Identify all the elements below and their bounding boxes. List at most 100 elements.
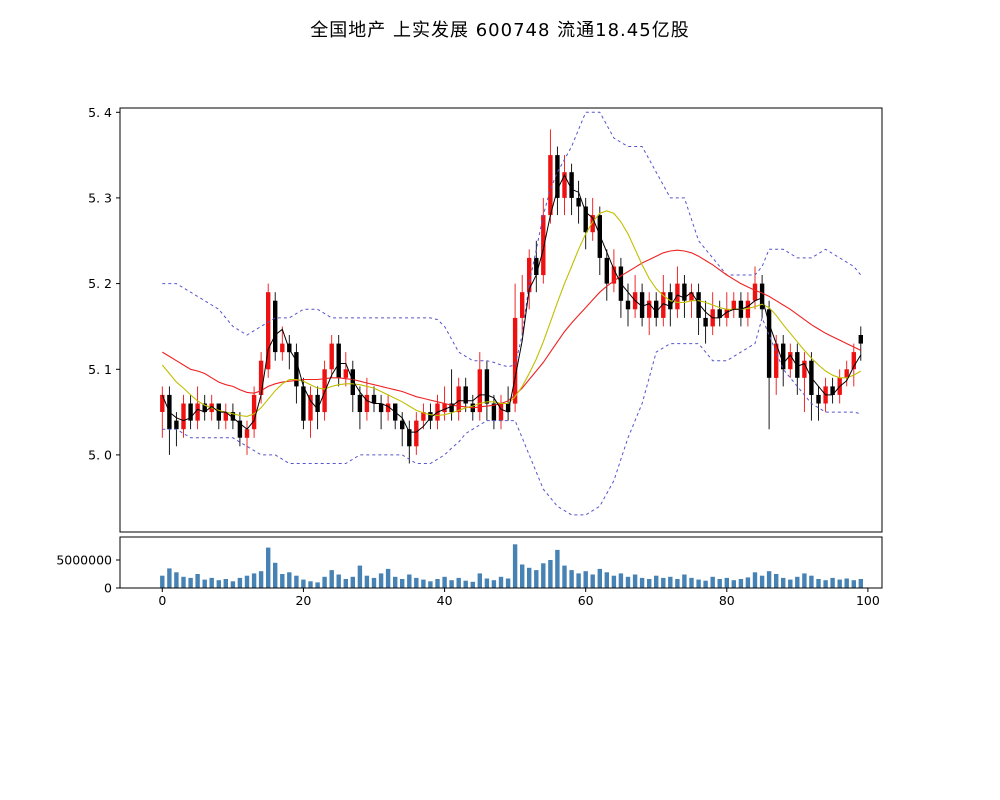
- volume-bar: [322, 576, 327, 588]
- volume-bar: [823, 580, 828, 588]
- candle-body: [364, 394, 370, 412]
- volume-bar: [703, 580, 708, 588]
- candle-body: [428, 412, 433, 421]
- volume-bar: [407, 574, 412, 588]
- candle-body: [569, 172, 574, 198]
- candle-body: [308, 394, 313, 421]
- price-plot-border: [119, 107, 883, 533]
- volume-bar: [378, 573, 384, 588]
- candle-body: [597, 215, 602, 258]
- price-y-tick-label: 5. 2: [88, 276, 112, 291]
- candle-body: [329, 343, 334, 370]
- candle-body: [258, 360, 264, 395]
- candle-body: [498, 403, 504, 421]
- volume-bar: [505, 578, 511, 588]
- volume-bar: [802, 573, 807, 588]
- volume-bar: [555, 549, 560, 588]
- volume-bar: [569, 570, 574, 588]
- candle-body: [858, 335, 863, 344]
- candle-body: [463, 386, 468, 404]
- candle-body: [851, 352, 856, 370]
- candle-body: [160, 394, 165, 412]
- volume-bar: [548, 560, 553, 588]
- candle-body: [421, 412, 426, 421]
- volume-bar: [710, 576, 715, 588]
- volume-y-tick-label: 5000000: [56, 553, 112, 568]
- chart-title: 全国地产 上实发展 600748 流通18.45亿股: [310, 20, 690, 41]
- volume-bar: [442, 576, 447, 588]
- volume-bar: [682, 574, 687, 588]
- candle-body: [174, 420, 179, 430]
- candle-body: [336, 343, 341, 378]
- candle-body: [350, 369, 355, 395]
- volume-bars: [160, 544, 863, 588]
- volume-bar: [597, 568, 602, 588]
- bollinger-lower-line: [162, 316, 861, 516]
- candle-body: [717, 309, 722, 318]
- volume-bar: [647, 579, 652, 588]
- candle-body: [675, 283, 680, 310]
- volume-bar: [498, 576, 504, 588]
- candle-body: [774, 343, 779, 378]
- candle-body: [745, 300, 751, 318]
- volume-bar: [491, 580, 497, 588]
- volume-bar: [308, 581, 313, 588]
- ma-fast-line: [161, 210, 862, 417]
- candle-body: [766, 309, 772, 378]
- volume-bar: [301, 579, 306, 588]
- candle-body: [400, 420, 405, 430]
- volume-bar: [343, 579, 348, 588]
- x-tick-label: 0: [158, 593, 166, 608]
- candle-body: [357, 394, 363, 412]
- volume-bar: [470, 581, 475, 588]
- volume-bar: [675, 579, 680, 588]
- price-y-tick-label: 5. 4: [88, 105, 112, 120]
- candle-body: [604, 257, 609, 284]
- volume-bar: [237, 577, 243, 588]
- volume-plot-border: [119, 536, 883, 589]
- candle-body: [689, 292, 694, 301]
- volume-bar: [273, 562, 278, 588]
- volume-bar: [393, 576, 398, 588]
- volume-bar: [604, 572, 609, 588]
- candle-body: [371, 394, 377, 404]
- candle-body: [816, 394, 821, 404]
- volume-y-tick-label: 0: [104, 581, 112, 596]
- volume-bar: [752, 572, 758, 588]
- x-tick-label: 20: [295, 593, 311, 608]
- candle-body: [590, 215, 595, 233]
- volume-bar: [336, 574, 341, 588]
- candle-body: [795, 352, 800, 378]
- volume-bar: [795, 576, 800, 588]
- candle-body: [647, 300, 652, 318]
- volume-bar: [759, 575, 765, 588]
- candle-body: [244, 429, 250, 438]
- volume-bar: [858, 579, 863, 588]
- candle-body: [696, 292, 701, 318]
- candle-body: [195, 403, 200, 421]
- volume-bar: [562, 565, 567, 588]
- candle-body: [294, 352, 299, 387]
- volume-bar: [661, 577, 666, 588]
- candle-body: [251, 394, 257, 430]
- candle-body: [512, 317, 518, 404]
- volume-bar: [625, 576, 631, 588]
- candle-body: [541, 215, 546, 276]
- volume-bar: [611, 575, 617, 588]
- volume-bar: [315, 582, 320, 588]
- candle-body: [703, 317, 708, 327]
- candle-body: [477, 369, 482, 413]
- candle-body: [237, 420, 243, 438]
- x-tick-label: 60: [578, 593, 594, 608]
- price-y-tick-label: 5. 0: [88, 447, 112, 462]
- volume-bar: [830, 577, 835, 588]
- volume-bar: [512, 544, 518, 588]
- volume-bar: [357, 565, 363, 588]
- candle-body: [491, 403, 497, 421]
- candle-body: [385, 403, 391, 413]
- volume-bar: [223, 579, 228, 588]
- volume-bar: [435, 579, 440, 588]
- volume-bar: [766, 571, 772, 588]
- volume-bar: [174, 572, 179, 588]
- candle-body: [562, 172, 567, 198]
